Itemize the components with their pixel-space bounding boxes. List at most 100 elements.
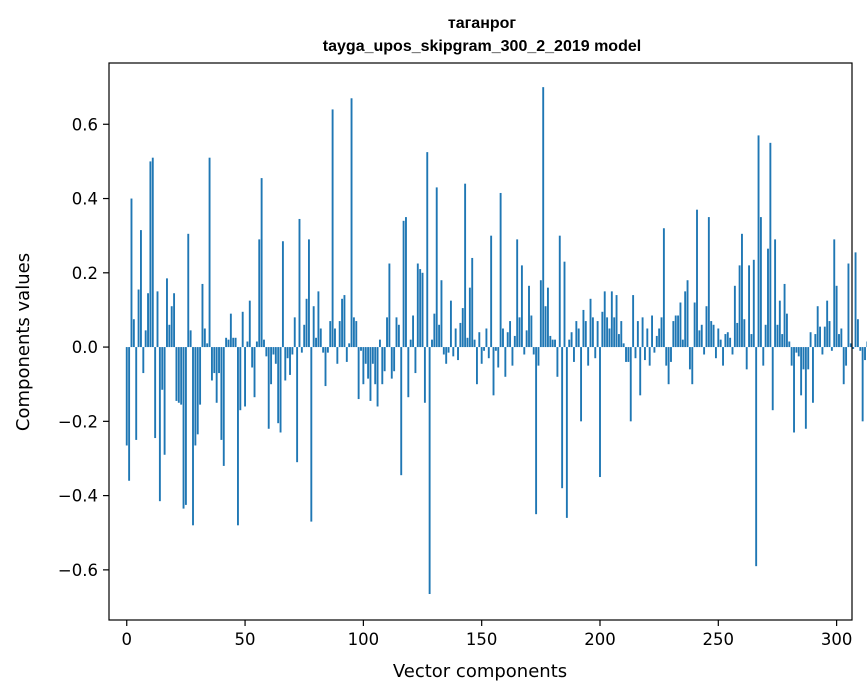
bar-123: [416, 263, 419, 348]
bar-121: [412, 315, 415, 348]
bar-227: [662, 228, 665, 348]
bar-298: [830, 347, 833, 351]
bar-145: [468, 287, 471, 348]
bar-29: [194, 347, 197, 446]
bar-299: [833, 239, 836, 348]
bar-99: [360, 347, 362, 351]
bar-283: [795, 347, 798, 353]
bar-162: [509, 321, 512, 348]
bar-68: [286, 347, 289, 359]
bar-117: [402, 220, 405, 348]
bar-114: [395, 317, 398, 348]
bar-122: [414, 347, 417, 374]
bar-103: [369, 347, 372, 401]
chart-title-line2: tayga_upos_skipgram_300_2_2019 model: [323, 38, 641, 55]
bar-79: [312, 306, 315, 348]
bar-185: [563, 261, 566, 348]
bar-289: [809, 332, 812, 348]
bar-155: [492, 347, 495, 396]
bar-196: [589, 298, 592, 348]
bar-9: [147, 293, 149, 348]
bar-263: [748, 265, 751, 348]
y-tick-label: −0.6: [58, 561, 98, 580]
bar-201: [601, 311, 604, 348]
bar-139: [454, 328, 457, 348]
bar-21: [175, 347, 178, 401]
bar-3: [132, 319, 135, 348]
bar-55: [255, 341, 258, 348]
y-tick-label: −0.2: [58, 412, 98, 431]
bar-107: [378, 339, 381, 348]
y-axis: −0.6 −0.4 −0.2 0.0 0.2 0.4 0.6: [58, 115, 109, 580]
bar-14: [158, 347, 161, 502]
bar-44: [229, 313, 232, 348]
bar-178: [546, 287, 549, 348]
bar-190: [575, 321, 578, 348]
bar-138: [452, 347, 455, 357]
bar-69: [289, 347, 291, 375]
bar-66: [281, 241, 284, 348]
bar-10: [149, 161, 152, 348]
bar-104: [371, 347, 374, 364]
bar-245: [705, 306, 708, 348]
bar-242: [698, 330, 701, 348]
bar-205: [610, 291, 613, 348]
bar-17: [166, 278, 168, 348]
y-tick-label: 0.0: [72, 338, 98, 357]
bar-222: [651, 315, 653, 348]
bar-19: [170, 306, 173, 348]
bar-97: [355, 321, 358, 348]
bar-86: [329, 321, 332, 348]
bar-149: [478, 332, 481, 348]
bar-256: [731, 347, 734, 355]
bar-133: [440, 280, 443, 348]
bar-60: [267, 347, 270, 429]
bar-147: [473, 339, 476, 348]
bar-0: [125, 347, 128, 446]
bar-22: [177, 347, 180, 403]
bar-282: [793, 347, 795, 433]
bar-58: [263, 339, 265, 348]
bar-220: [646, 328, 649, 348]
bar-83: [322, 347, 325, 353]
bar-113: [393, 347, 396, 372]
bar-280: [788, 341, 791, 348]
bar-88: [334, 328, 336, 348]
bar-203: [606, 317, 609, 348]
bar-78: [310, 347, 313, 522]
bar-295: [823, 326, 826, 348]
bar-5: [137, 289, 140, 348]
bar-129: [431, 339, 433, 348]
bar-304: [845, 347, 848, 366]
bar-48: [239, 347, 242, 411]
bar-53: [251, 347, 254, 368]
bar-210: [622, 343, 625, 348]
bar-166: [518, 317, 521, 348]
bar-250: [717, 328, 720, 348]
bar-262: [745, 347, 748, 370]
bar-184: [561, 347, 564, 489]
bar-71: [293, 317, 296, 348]
bar-67: [284, 347, 287, 381]
bar-287: [804, 347, 807, 429]
bar-172: [532, 347, 535, 355]
x-tick-label: 150: [466, 630, 498, 649]
bar-197: [591, 317, 594, 348]
bar-116: [400, 347, 403, 476]
bar-61: [270, 347, 273, 385]
bar-281: [790, 347, 793, 366]
bar-226: [660, 317, 663, 348]
bar-85: [326, 347, 329, 353]
bar-195: [587, 347, 590, 366]
bar-232: [674, 315, 677, 348]
bar-194: [584, 321, 587, 348]
bar-153: [487, 347, 490, 359]
bar-300: [835, 285, 838, 348]
bar-96: [352, 317, 355, 348]
bar-230: [670, 347, 672, 362]
bar-124: [419, 269, 422, 348]
bar-278: [783, 283, 786, 348]
bar-240: [693, 302, 696, 348]
bar-136: [447, 347, 450, 353]
